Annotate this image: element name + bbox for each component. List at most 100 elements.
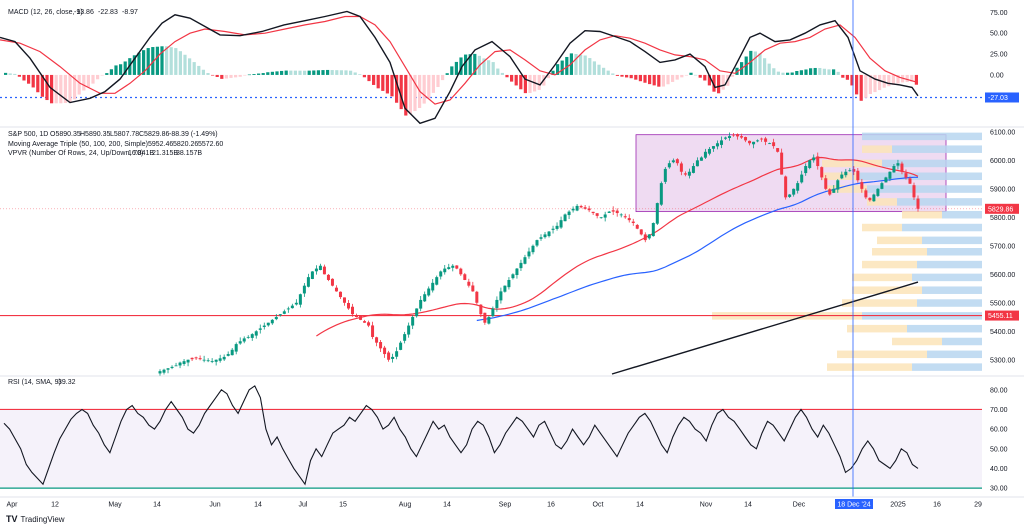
macd-histogram-bar [813,67,817,75]
price-tick-3: 5800.00 [990,215,1015,222]
rsi-tick-1: 70.00 [990,407,1008,414]
candle-body [431,282,435,291]
candle-body [832,188,836,193]
candle-body [599,217,603,219]
candle-body [800,174,804,183]
candle-body [639,229,643,235]
candle-body [840,174,844,179]
macd-histogram-bar [896,74,900,84]
ma-200-value: 5572.60 [198,141,223,148]
macd-histogram-bar [224,74,228,79]
price-tick-0: 6100.00 [990,129,1015,136]
candle-body [355,315,359,318]
candle-body [342,297,346,303]
candle-body [371,325,375,337]
candle-body [507,279,511,288]
time-label-11: 16 [547,502,555,509]
candle-body [667,163,671,168]
macd-histogram-bar [643,74,647,83]
rsi-pane: 80.00 70.00 60.00 50.00 40.00 30.00 [0,385,1008,493]
support-level-tag-bg [985,310,1019,321]
macd-histogram-bar [114,65,118,75]
price-pane: 6100.00 6000.00 5900.00 5800.00 5700.00 5600.… [0,129,1024,377]
candle-body [363,321,367,323]
macd-histogram-bar [165,46,169,75]
macd-histogram-bar [620,74,624,77]
candle-body [876,188,880,196]
candle-body [210,361,214,362]
macd-tick-3: 0.00 [990,72,1004,79]
macd-histogram-bar [312,70,316,75]
candle-body [603,214,607,218]
macd-title: MACD (12, 26, close, 9) [8,9,83,16]
candle-body [695,160,699,167]
candle-body [479,304,483,315]
time-label-5: 14 [254,502,262,509]
macd-histogram-bar [454,61,458,75]
macd-histogram-bar [487,60,491,75]
macd-histogram-bar [436,74,440,88]
candle-body [391,356,395,359]
macd-histogram-bar [496,68,500,75]
candle-body [711,146,715,149]
macd-histogram-bar [109,69,113,75]
vp-up-row-10 [917,260,982,269]
macd-histogram-bar [376,74,380,89]
candle-body [262,325,266,327]
candle-body [659,183,663,205]
tradingview-logo: TV [6,514,18,524]
macd-histogram-bar [261,73,265,75]
macd-histogram-bar [583,55,587,75]
macd-histogram-bar [602,67,606,75]
candle-body [427,288,431,296]
vp-up-row-5 [897,198,982,206]
candle-body [728,136,732,139]
candle-body [503,285,507,292]
candle-body [182,361,186,364]
price-title: S&P 500, 1D [8,131,48,138]
macd-histogram-bar [45,74,49,101]
candle-body [768,143,772,145]
candle-body [908,178,912,184]
time-label-16: Dec [793,502,806,509]
macd-histogram-bar [146,48,150,75]
vpvr-title: VPVR (Number Of Rows, 24, Up/Down, 70) [8,150,143,157]
macd-histogram-bar [606,70,610,75]
macd-histogram-bar [546,74,550,79]
vpvr-down-value: 21.315B [152,150,178,157]
candle-body [411,317,415,326]
vp-up-row-4 [867,185,982,193]
candle-body [218,358,222,361]
candle-body [820,167,824,178]
time-label-6: Jul [299,502,308,509]
candle-body [571,208,575,211]
vp-up-row-9 [927,248,982,256]
candle-body [804,166,808,174]
candle-body [900,163,904,172]
macd-histogram-bar [395,74,399,103]
candle-body [715,143,719,147]
macd-histogram-bar [482,58,486,75]
macd-histogram-bar [910,74,914,82]
time-label-0: Apr [7,502,19,509]
time-label-20: 29 [974,502,982,509]
candle-body [375,337,379,343]
macd-histogram-bar [303,70,307,75]
candle-body [583,207,587,209]
macd-histogram-bar [698,74,702,78]
candle-body [519,262,523,269]
candle-body [888,171,892,179]
macd-histogram-bar [684,74,688,76]
candle-body [559,220,563,228]
vp-down-row-11 [852,273,912,282]
candle-body [732,134,736,136]
candle-body [290,305,294,309]
candle-body [471,285,475,292]
candle-body [635,224,639,229]
macd-histogram-bar [211,74,215,76]
vp-down-row-4 [827,185,867,193]
candle-body [707,148,711,154]
candle-body [467,281,471,286]
macd-histogram-bar [284,70,288,75]
macd-histogram-bar [648,74,652,85]
